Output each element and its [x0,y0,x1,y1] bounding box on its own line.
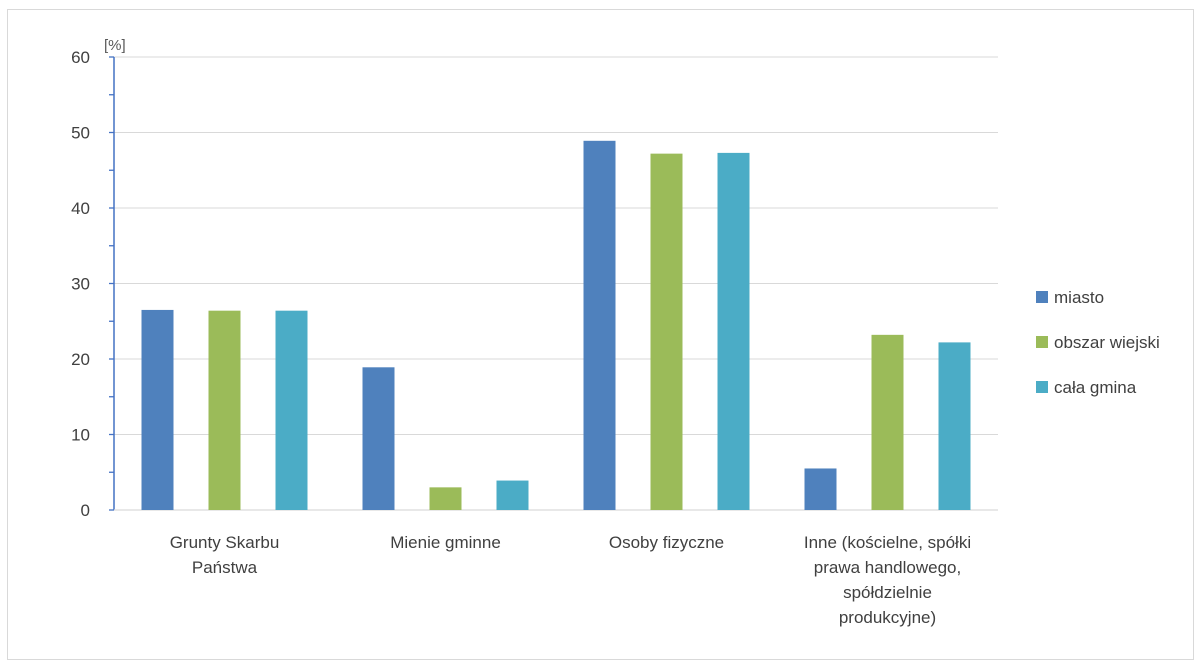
legend-swatch [1036,381,1048,393]
bar-obszar-wiejski [650,153,683,510]
bar-cała-gmina [496,480,529,510]
x-category-label: spółdzielnie [843,583,932,602]
y-unit-label: [%] [104,37,126,54]
y-tick-label: 30 [71,275,90,294]
bar-miasto [362,367,395,510]
legend-swatch [1036,336,1048,348]
bar-obszar-wiejski [429,487,462,510]
x-category-label: Inne (kościelne, spółki [804,533,971,552]
y-tick-label: 60 [71,48,90,67]
y-tick-label: 0 [81,501,90,520]
x-category-label: Osoby fizyczne [609,533,724,552]
legend-label: cała gmina [1054,378,1137,397]
bar-miasto [804,468,837,510]
x-category-label: Grunty Skarbu [170,533,280,552]
y-tick-label: 50 [71,124,90,143]
bar-miasto [141,309,174,510]
legend-label: obszar wiejski [1054,333,1160,352]
x-category-label: produkcyjne) [839,608,936,627]
y-tick-label: 40 [71,199,90,218]
x-category-label: Państwa [192,558,258,577]
bar-obszar-wiejski [871,334,904,510]
bar-miasto [583,140,616,510]
legend-swatch [1036,291,1048,303]
bar-obszar-wiejski [208,310,241,510]
bar-cała-gmina [275,310,308,510]
y-tick-label: 20 [71,350,90,369]
x-category-label: prawa handlowego, [814,558,961,577]
legend-label: miasto [1054,288,1104,307]
x-category-label: Mienie gminne [390,533,501,552]
bar-cała-gmina [938,342,971,510]
y-tick-label: 10 [71,426,90,445]
bar-cała-gmina [717,152,750,510]
